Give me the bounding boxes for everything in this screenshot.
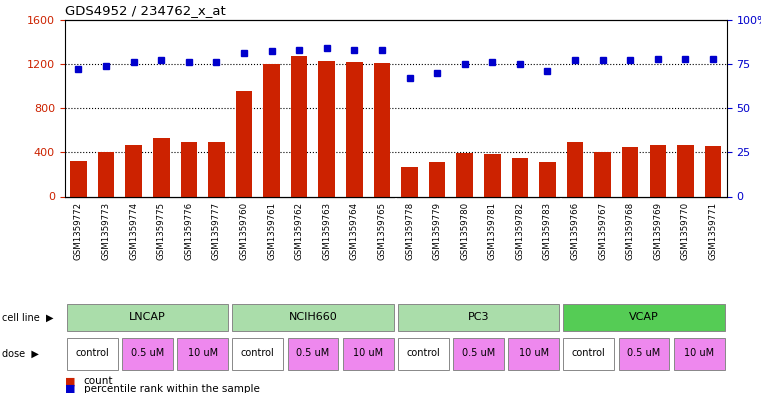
Text: control: control xyxy=(406,348,440,358)
Text: GSM1359767: GSM1359767 xyxy=(598,202,607,260)
Text: ■: ■ xyxy=(65,384,75,393)
Bar xyxy=(67,304,228,331)
Bar xyxy=(429,162,445,196)
Bar xyxy=(67,338,118,369)
Text: GSM1359777: GSM1359777 xyxy=(212,202,221,260)
Bar xyxy=(508,338,559,369)
Bar xyxy=(180,142,197,196)
Text: 0.5 uM: 0.5 uM xyxy=(296,348,330,358)
Text: VCAP: VCAP xyxy=(629,312,659,322)
Bar xyxy=(236,92,252,196)
Bar xyxy=(705,146,721,196)
Bar xyxy=(232,304,393,331)
Bar xyxy=(342,338,393,369)
Bar xyxy=(288,338,339,369)
Text: GSM1359775: GSM1359775 xyxy=(157,202,166,260)
Bar xyxy=(153,138,170,196)
Bar xyxy=(263,64,280,196)
Text: GSM1359780: GSM1359780 xyxy=(460,202,470,260)
Bar xyxy=(398,338,449,369)
Bar xyxy=(622,147,638,196)
Text: GSM1359762: GSM1359762 xyxy=(295,202,304,260)
Text: GSM1359761: GSM1359761 xyxy=(267,202,276,260)
Bar xyxy=(97,152,114,196)
Bar xyxy=(122,338,173,369)
Text: control: control xyxy=(572,348,606,358)
Text: NCIH660: NCIH660 xyxy=(288,312,337,322)
Bar xyxy=(563,338,614,369)
Text: GSM1359765: GSM1359765 xyxy=(377,202,387,260)
Bar xyxy=(318,61,335,196)
Text: LNCAP: LNCAP xyxy=(129,312,166,322)
Text: GSM1359783: GSM1359783 xyxy=(543,202,552,260)
Text: GSM1359771: GSM1359771 xyxy=(708,202,718,260)
Text: GSM1359760: GSM1359760 xyxy=(240,202,249,260)
Text: 0.5 uM: 0.5 uM xyxy=(462,348,495,358)
Bar xyxy=(484,154,501,196)
Bar xyxy=(594,152,611,196)
Text: control: control xyxy=(75,348,109,358)
Text: ■: ■ xyxy=(65,376,75,386)
Text: GSM1359768: GSM1359768 xyxy=(626,202,635,260)
Text: percentile rank within the sample: percentile rank within the sample xyxy=(84,384,260,393)
Bar xyxy=(126,145,142,196)
Bar xyxy=(346,62,362,196)
Text: GSM1359764: GSM1359764 xyxy=(350,202,359,260)
Text: GSM1359770: GSM1359770 xyxy=(681,202,690,260)
Text: 0.5 uM: 0.5 uM xyxy=(627,348,661,358)
Text: GSM1359776: GSM1359776 xyxy=(184,202,193,260)
Text: GSM1359774: GSM1359774 xyxy=(129,202,139,260)
Text: 10 uM: 10 uM xyxy=(518,348,549,358)
Bar xyxy=(401,167,418,196)
Text: 10 uM: 10 uM xyxy=(684,348,715,358)
Text: PC3: PC3 xyxy=(468,312,489,322)
Text: cell line  ▶: cell line ▶ xyxy=(2,312,54,322)
Text: 10 uM: 10 uM xyxy=(353,348,384,358)
Bar xyxy=(232,338,283,369)
Bar xyxy=(677,145,694,196)
Text: dose  ▶: dose ▶ xyxy=(2,349,39,359)
Text: GSM1359763: GSM1359763 xyxy=(322,202,331,260)
Bar xyxy=(511,158,528,196)
Text: GDS4952 / 234762_x_at: GDS4952 / 234762_x_at xyxy=(65,4,225,17)
Bar xyxy=(374,63,390,196)
Text: count: count xyxy=(84,376,113,386)
Text: GSM1359781: GSM1359781 xyxy=(488,202,497,260)
Bar xyxy=(673,338,724,369)
Text: GSM1359779: GSM1359779 xyxy=(432,202,441,260)
Bar xyxy=(619,338,670,369)
Text: GSM1359766: GSM1359766 xyxy=(571,202,580,260)
Text: control: control xyxy=(241,348,275,358)
Text: 10 uM: 10 uM xyxy=(187,348,218,358)
Bar xyxy=(177,338,228,369)
Text: GSM1359772: GSM1359772 xyxy=(74,202,83,260)
Text: GSM1359778: GSM1359778 xyxy=(405,202,414,260)
Bar xyxy=(453,338,504,369)
Bar xyxy=(539,162,556,196)
Bar xyxy=(70,161,87,196)
Bar xyxy=(291,56,307,196)
Bar xyxy=(398,304,559,331)
Text: GSM1359773: GSM1359773 xyxy=(101,202,110,260)
Text: 0.5 uM: 0.5 uM xyxy=(131,348,164,358)
Text: GSM1359782: GSM1359782 xyxy=(515,202,524,260)
Bar xyxy=(457,153,473,196)
Bar xyxy=(649,145,666,196)
Bar xyxy=(563,304,724,331)
Text: GSM1359769: GSM1359769 xyxy=(653,202,662,260)
Bar xyxy=(209,142,224,196)
Bar xyxy=(567,142,584,196)
